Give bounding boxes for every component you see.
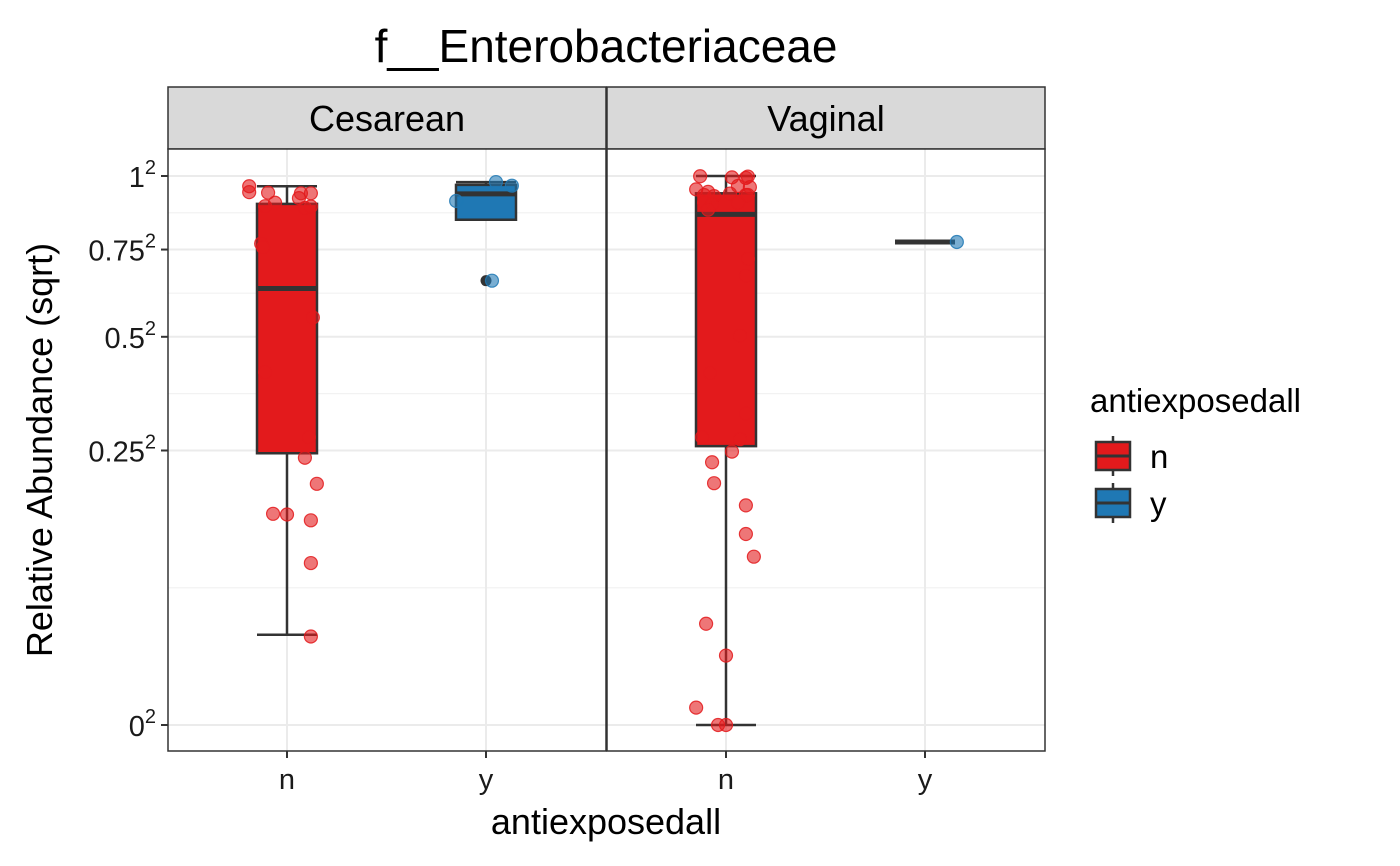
x-tick-label: y	[479, 764, 494, 796]
chart-title: f__Enterobacteriaceae	[375, 20, 838, 72]
box-body	[255, 202, 319, 455]
data-point	[258, 365, 273, 380]
data-point	[698, 616, 714, 631]
facet-strip-label: Cesarean	[309, 98, 465, 139]
data-point	[718, 648, 734, 663]
data-point	[724, 444, 740, 459]
data-point	[256, 240, 271, 255]
data-point	[746, 549, 761, 564]
data-point	[732, 328, 748, 343]
panel-border	[606, 148, 1046, 752]
legend: antiexposedall ny	[1090, 382, 1301, 523]
data-point	[305, 310, 320, 325]
data-point	[700, 202, 716, 217]
data-point	[738, 526, 754, 542]
data-point	[303, 186, 318, 201]
data-point	[706, 476, 722, 491]
y-tick-exponent: 2	[145, 231, 156, 253]
data-point	[301, 430, 316, 445]
legend-title: antiexposedall	[1090, 382, 1301, 419]
data-point	[702, 365, 718, 381]
y-tick-label: 02	[129, 706, 156, 743]
data-point	[722, 186, 738, 201]
data-point	[718, 717, 734, 733]
panels-layer: Cesarean n y Vaginal n y	[167, 86, 1046, 796]
data-point	[242, 185, 257, 200]
box-y	[895, 234, 964, 250]
data-point	[689, 700, 704, 715]
data-point	[279, 507, 295, 522]
data-point	[738, 498, 754, 513]
y-tick-label: 0.52	[105, 318, 156, 355]
y-tick-exponent: 2	[145, 157, 156, 179]
box-n	[689, 169, 761, 733]
data-point	[738, 268, 754, 283]
y-tick-exponent: 2	[145, 706, 156, 728]
y-tick-base: 0.75	[88, 236, 144, 268]
data-point	[484, 273, 500, 288]
data-point	[258, 199, 273, 214]
x-tick-label: y	[918, 764, 933, 796]
y-tick-label: 12	[129, 157, 156, 194]
data-point	[693, 169, 708, 184]
y-axis-title: Relative Abundance (sqrt)	[19, 243, 60, 657]
box-n	[242, 179, 324, 644]
y-tick-base: 1	[129, 162, 145, 194]
box-body	[454, 183, 518, 221]
legend-keys: ny	[1094, 436, 1168, 523]
legend-label: n	[1150, 438, 1168, 475]
x-axis-title: antiexposedall	[491, 801, 721, 842]
data-point	[297, 450, 313, 465]
data-point	[740, 251, 755, 266]
data-point	[449, 193, 464, 209]
legend-label: y	[1150, 485, 1167, 522]
legend-key-n: n	[1094, 436, 1168, 476]
data-point	[695, 430, 710, 445]
y-tick-label: 0.752	[88, 231, 156, 268]
y-tick-exponent: 2	[145, 432, 156, 454]
y-tick-base: 0	[129, 711, 145, 743]
y-tick-exponent: 2	[145, 318, 156, 340]
data-point	[738, 406, 754, 421]
facet-strip	[167, 86, 607, 150]
legend-key-y: y	[1094, 483, 1167, 523]
y-tick-base: 0.25	[88, 437, 144, 469]
data-point	[732, 432, 748, 447]
data-point	[303, 555, 318, 571]
x-tick-label: n	[279, 764, 295, 796]
data-point	[303, 199, 318, 214]
data-point	[504, 178, 519, 193]
data-point	[704, 455, 720, 470]
data-point	[730, 195, 746, 210]
y-tick-base: 0.5	[105, 323, 145, 355]
data-point	[260, 185, 276, 200]
y-tick-label: 0.252	[88, 432, 156, 469]
x-tick-label: n	[718, 764, 734, 796]
panel-vaginal: Vaginal n y	[606, 86, 1046, 796]
data-point	[265, 506, 281, 521]
data-point	[949, 234, 964, 250]
data-point	[309, 476, 324, 491]
box-y	[449, 174, 519, 288]
data-point	[488, 174, 504, 190]
facet-strip-label: Vaginal	[767, 98, 884, 139]
data-point	[303, 513, 318, 528]
panel-cesarean: Cesarean n y	[167, 86, 607, 796]
data-point	[740, 187, 755, 203]
data-point	[303, 629, 318, 644]
